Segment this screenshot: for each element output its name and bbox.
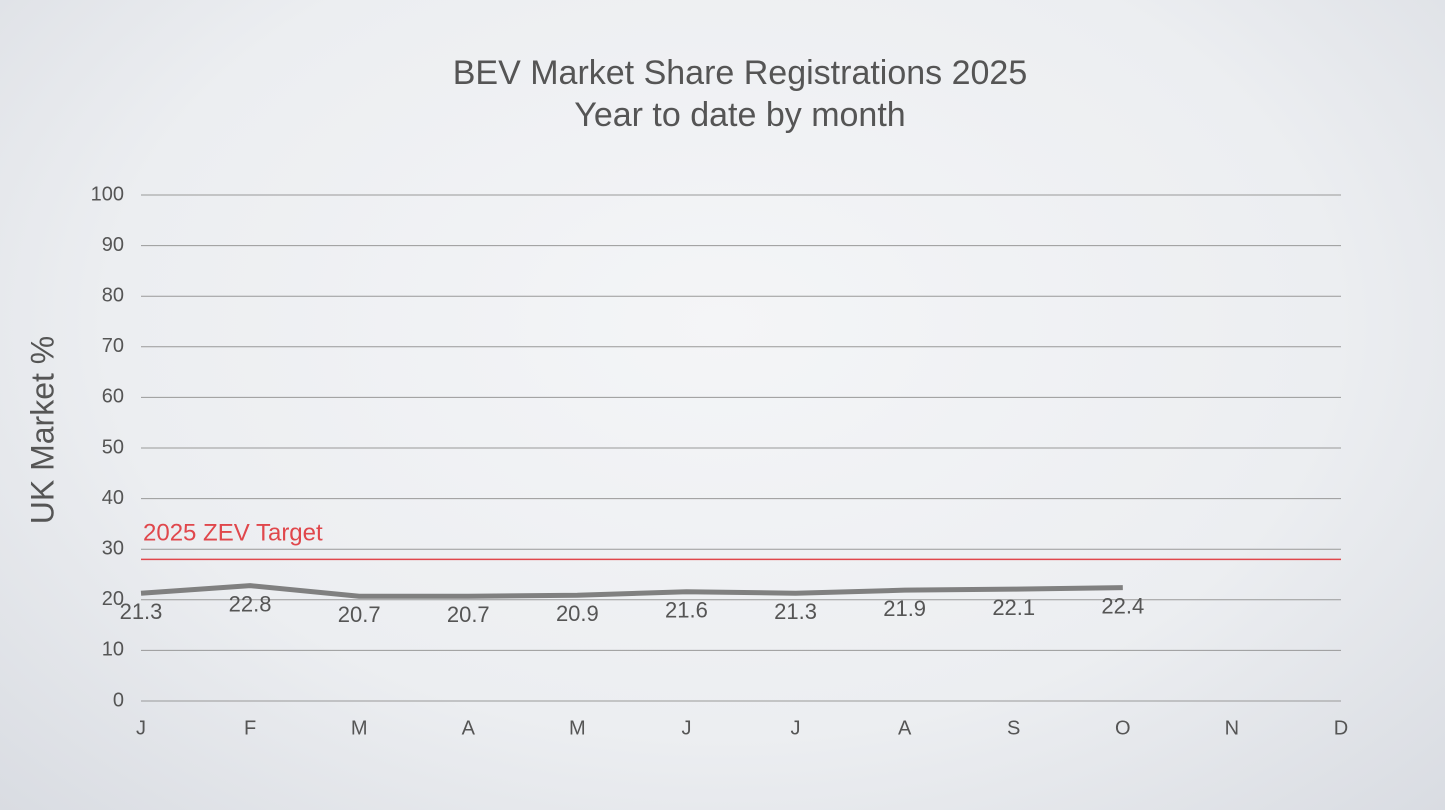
data-label: 21.3 <box>120 599 163 624</box>
x-tick-label: J <box>791 717 801 739</box>
data-label: 22.4 <box>1101 593 1144 618</box>
data-label: 20.7 <box>338 602 381 627</box>
data-label: 21.6 <box>665 598 708 623</box>
x-tick-label: J <box>681 717 691 739</box>
y-tick-label: 20 <box>102 588 124 610</box>
chart-title: BEV Market Share Registrations 2025 <box>453 54 1028 92</box>
y-tick-label: 0 <box>113 689 124 711</box>
x-tick-label: O <box>1115 717 1131 739</box>
y-tick-label: 100 <box>91 183 124 205</box>
y-tick-label: 30 <box>102 537 124 559</box>
y-tick-label: 50 <box>102 436 124 458</box>
data-label: 21.3 <box>774 599 817 624</box>
x-tick-label: A <box>462 717 476 739</box>
y-tick-label: 90 <box>102 234 124 256</box>
y-tick-label: 60 <box>102 386 124 408</box>
y-tick-label: 70 <box>102 335 124 357</box>
x-tick-label: N <box>1225 717 1239 739</box>
y-tick-label: 40 <box>102 487 124 509</box>
data-label: 22.8 <box>229 591 272 616</box>
x-tick-label: S <box>1007 717 1020 739</box>
chart-subtitle: Year to date by month <box>574 96 905 134</box>
x-tick-label: M <box>351 717 368 739</box>
data-label: 20.9 <box>556 601 599 626</box>
y-axis-label: UK Market % <box>24 336 60 524</box>
x-tick-label: D <box>1334 717 1348 739</box>
x-tick-label: M <box>569 717 586 739</box>
x-tick-label: J <box>136 717 146 739</box>
y-tick-label: 10 <box>102 639 124 661</box>
y-tick-label: 80 <box>102 284 124 306</box>
data-label: 20.7 <box>447 602 490 627</box>
x-tick-label: A <box>898 717 912 739</box>
x-tick-label: F <box>244 717 256 739</box>
target-label: 2025 ZEV Target <box>143 520 323 547</box>
data-label: 22.1 <box>992 595 1035 620</box>
data-label: 21.9 <box>883 596 926 621</box>
data-line <box>140 583 1123 599</box>
